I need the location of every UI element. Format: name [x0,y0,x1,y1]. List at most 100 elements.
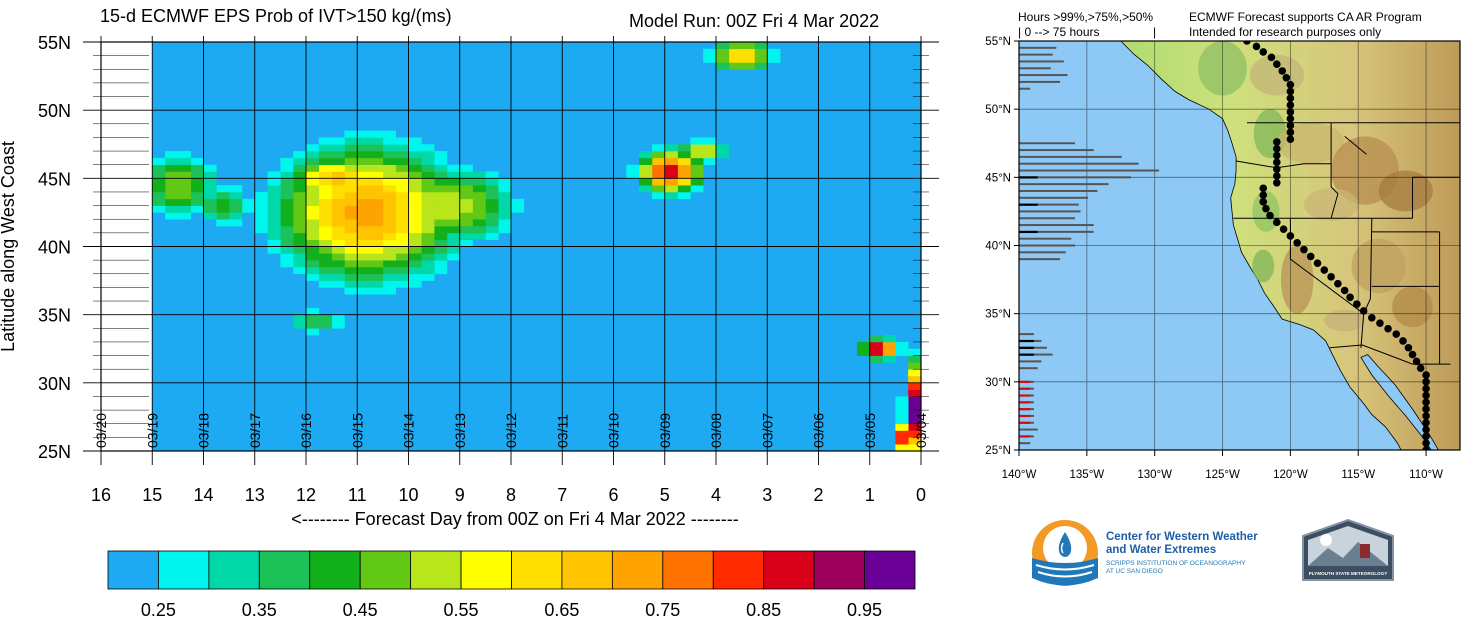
date-label: 03/09 [657,413,673,448]
hours-bar [1019,67,1051,70]
heatmap-cell [498,191,512,200]
heatmap-cell [370,191,384,200]
heatmap-cell [306,164,320,172]
heatmap-cell [152,198,166,206]
heatmap-cell [434,239,448,247]
heatmap-cell [690,137,704,145]
heatmap-cell [395,205,409,213]
date-label: 03/19 [144,413,160,448]
heatmap-cell [472,191,486,200]
heatmap-cell [357,280,371,288]
heatmap-cell [895,396,909,404]
cw3e-name-2: and Water Extremes [1106,544,1216,556]
heatmap-cell [357,164,371,172]
heatmap-cell [344,260,358,268]
coast-point [1422,378,1430,386]
x-tick-label: 5 [660,485,670,505]
map-x-tick-label: 115°W [1341,469,1375,481]
heatmap-cell [165,171,179,179]
heatmap-cell [254,191,268,200]
heatmap-cell [485,219,499,227]
border-line [1344,136,1367,155]
hours-bar-99 [1019,394,1031,397]
heatmap-cell [306,212,320,220]
colorbar-cell [813,550,865,590]
date-label: 03/10 [606,413,622,448]
heatmap-cell [331,164,345,172]
heatmap-cell [472,178,486,186]
heatmap-cell [382,157,396,165]
heatmap-cell [306,198,320,206]
coast-point [1404,343,1413,352]
heatmap-cell [690,144,704,152]
heatmap-cell [280,226,294,234]
heatmap-cell [357,253,371,261]
heatmap-cell [293,151,307,159]
heatmap-cell [408,260,422,268]
cw3e-scripps-2: AT UC SAN DIEGO [1106,568,1163,575]
heatmap-cell [408,191,422,200]
heatmap-cell [639,178,653,186]
heatmap-cell [254,219,268,227]
heatmap-cell [716,151,730,159]
heatmap-cell [190,178,204,186]
heatmap-cell [421,157,435,165]
heatmap-cell [908,362,922,370]
heatmap-cell [357,266,371,275]
heatmap-cell [331,198,345,206]
heatmap-cell [280,157,294,165]
coast-point [1262,204,1270,213]
heatmap-cell [306,157,320,165]
heatmap-cell [908,396,922,404]
coast-point [1368,313,1376,322]
map-y-tick-label: 35°N [985,309,1011,321]
heatmap-cell [229,185,243,193]
heatmap-cell [318,171,332,179]
heatmap-cell [177,191,191,200]
heatmap-cell [639,185,653,193]
heatmap-cell [165,151,179,159]
coast-point [1327,273,1335,281]
heatmap-cell [856,341,871,350]
heatmap-cell [190,185,204,193]
heatmap-cell [434,246,448,254]
heatmap-cell [395,246,409,254]
terrain-texture [1198,41,1433,332]
heatmap-cell [293,212,307,220]
colorbar-cell [309,550,361,590]
heatmap-cell [152,205,166,213]
heatmap-cell [254,226,268,234]
heatmap-cell [293,198,307,206]
heatmap-cell [203,164,217,172]
heatmap-cell [395,232,409,240]
heatmap-cell [677,171,691,179]
heatmap-cell [344,198,358,206]
heatmap-cell [370,266,384,275]
coast-point [1273,138,1281,146]
heatmap-cell [370,273,384,281]
heatmap-cell [370,260,384,268]
terrain-patch [1303,188,1359,221]
heatmap-cell [216,212,230,220]
heatmap-cell [344,130,358,138]
heatmap-cell [306,239,320,247]
hours-bar [1019,244,1075,247]
plymouth-state-logo: PLYMOUTH STATE METEOROLOGY [1302,518,1394,581]
heatmap-cell [908,430,922,438]
heatmap-cell [895,403,909,411]
heatmap-cell [216,191,230,200]
heatmap-cell [728,55,742,63]
heatmap-cell [190,157,204,165]
x-tick-label: 7 [557,485,567,505]
heatmap-cell [293,314,307,322]
heatmap-cell [344,246,358,254]
map-x-tick-label: 110°W [1409,469,1443,481]
heatmap-cell [382,151,396,159]
heatmap-cell [331,219,345,227]
heatmap-cell [703,151,717,159]
heatmap-cell [370,171,384,179]
heatmap-cell [306,273,320,281]
hours-subheader: | 0 --> 75 hours [1018,25,1100,39]
terrain-patch [1280,245,1314,314]
heatmap-cell [498,226,512,234]
